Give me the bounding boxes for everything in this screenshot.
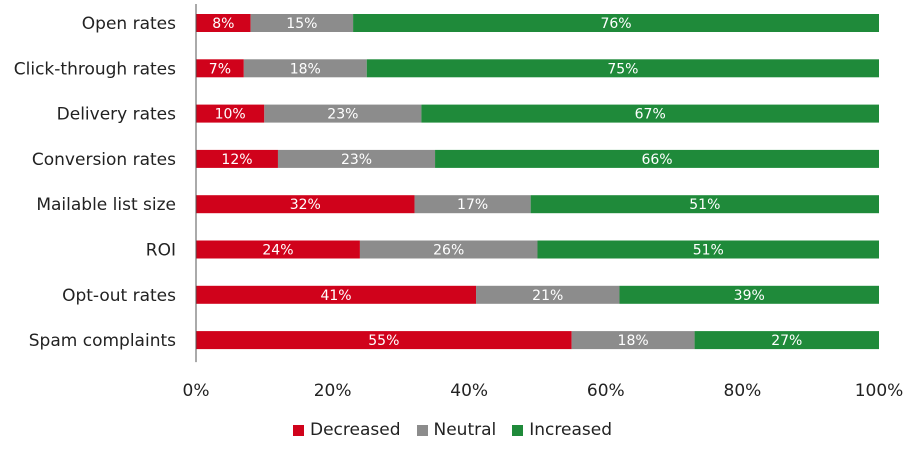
category-label: Open rates [82, 14, 176, 34]
bar-segment-increased [619, 285, 879, 304]
data-label: 66% [641, 152, 672, 168]
legend-item-neutral: Neutral [416, 420, 497, 440]
bar-segment-neutral [264, 104, 422, 123]
legend-label: Neutral [433, 420, 497, 440]
data-label: 7% [209, 61, 231, 77]
data-label: 51% [693, 243, 724, 259]
bar-segment-neutral [414, 195, 531, 214]
x-tick-label: 80% [724, 381, 762, 401]
category-label: Click-through rates [14, 59, 176, 79]
data-label: 27% [771, 333, 802, 349]
bar-segments: 8% 15% 76% 7% 18% 75% 10% 23% 67% 12% 23% 66% 32% 17%… [196, 14, 880, 350]
bar-segment-decreased [196, 285, 477, 304]
x-tick-label: 60% [587, 381, 625, 401]
bar-segment-neutral [277, 149, 436, 168]
bar-segment-neutral [476, 285, 620, 304]
legend-item-increased: Increased [512, 420, 612, 440]
bar-segment-increased [366, 59, 879, 78]
category-label: Spam complaints [29, 331, 176, 351]
bar-segment-decreased [196, 104, 265, 123]
data-label: 26% [433, 243, 464, 259]
bar-segment-neutral [243, 59, 367, 78]
x-tick-label: 20% [314, 381, 352, 401]
data-label: 41% [320, 288, 351, 304]
x-tick-label: 0% [183, 381, 210, 401]
data-label: 21% [532, 288, 563, 304]
data-label: 23% [327, 107, 358, 123]
category-label: Delivery rates [57, 105, 177, 125]
bar-segment-neutral [359, 240, 538, 259]
legend: Decreased Neutral Increased [0, 420, 905, 440]
data-label: 67% [635, 107, 666, 123]
bar-segment-decreased [196, 59, 244, 78]
data-label: 12% [221, 152, 252, 168]
category-label: Mailable list size [36, 195, 176, 215]
bar-segment-increased [537, 240, 879, 259]
data-label: 24% [262, 243, 293, 259]
bar-segment-decreased [196, 149, 278, 168]
data-label: 17% [457, 197, 488, 213]
x-tick-label: 100% [855, 381, 904, 401]
category-label: Conversion rates [32, 150, 176, 170]
data-label: 15% [286, 16, 317, 32]
data-label: 23% [341, 152, 372, 168]
legend-item-decreased: Decreased [293, 420, 401, 440]
category-labels: Open rates Click-through rates Delivery ra… [14, 14, 176, 351]
data-label: 39% [734, 288, 765, 304]
bar-segment-decreased [196, 195, 415, 214]
bar-segment-increased [694, 331, 879, 350]
legend-swatch [293, 424, 304, 436]
bar-segment-neutral [250, 14, 354, 32]
data-label: 76% [600, 16, 631, 32]
stacked-bar-chart: Open rates Click-through rates Delivery ra… [14, 4, 904, 401]
category-label: Opt-out rates [62, 286, 176, 306]
x-tick-label: 40% [450, 381, 488, 401]
bar-segment-increased [421, 104, 879, 123]
data-label: 18% [290, 61, 321, 77]
x-axis-tick-labels: 0% 20% 40% 60% 80% 100% [183, 381, 904, 401]
legend-swatch [512, 424, 524, 436]
data-label: 10% [215, 107, 246, 123]
bar-segment-neutral [571, 331, 695, 350]
bar-segment-decreased [196, 14, 251, 32]
category-label: ROI [146, 241, 176, 261]
bar-segment-decreased [196, 240, 360, 259]
data-label: 55% [368, 333, 399, 349]
legend-label: Decreased [310, 420, 401, 440]
data-label: 75% [607, 61, 638, 77]
legend-swatch [416, 424, 428, 436]
bar-segment-decreased [196, 331, 572, 350]
data-label: 18% [618, 333, 649, 349]
data-label: 8% [212, 16, 234, 32]
legend-label: Increased [529, 420, 612, 440]
data-label: 32% [290, 197, 321, 213]
bar-segment-increased [530, 195, 879, 214]
data-label: 51% [689, 197, 720, 213]
bar-segment-increased [353, 14, 880, 32]
bar-segment-increased [435, 149, 879, 168]
